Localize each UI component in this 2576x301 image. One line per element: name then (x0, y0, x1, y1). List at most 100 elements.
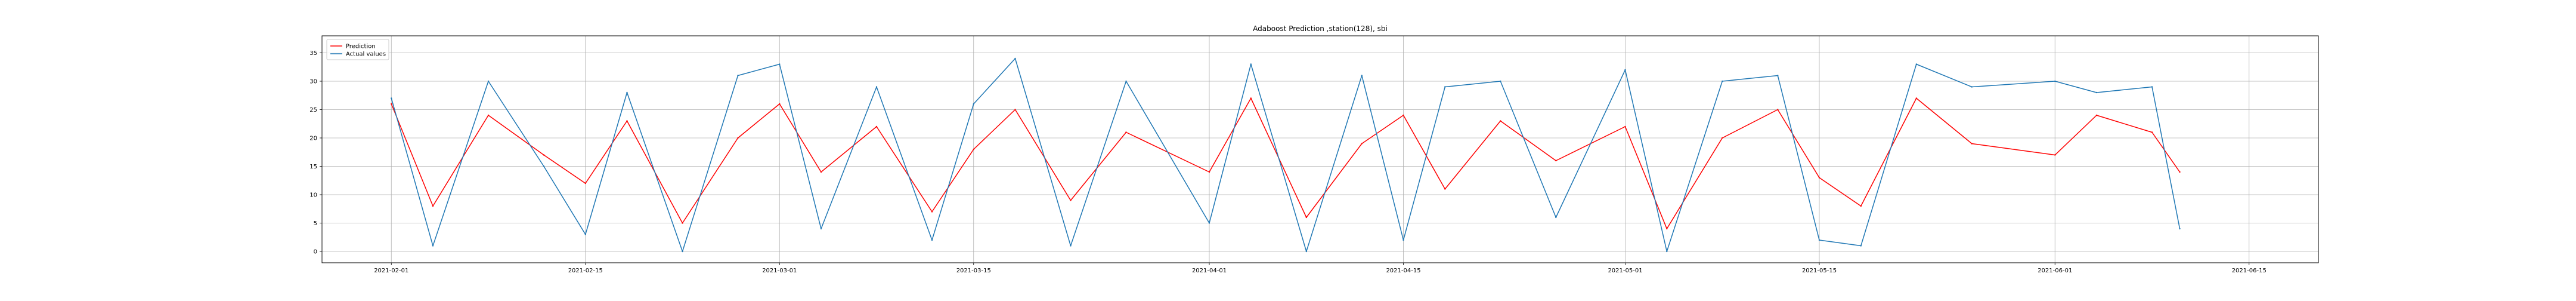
data-point (1971, 86, 1973, 88)
plot-area (321, 35, 2319, 263)
data-point (820, 228, 822, 230)
data-point (931, 239, 933, 241)
data-point (626, 91, 628, 94)
x-axis: 2021-02-01 2021-02-15 2021-03-01 2021-03-15… (374, 263, 2267, 274)
data-point (391, 97, 392, 99)
data-point (432, 205, 434, 207)
x-tick-label: 2021-06-01 (2038, 268, 2072, 274)
x-tick-label: 2021-02-15 (568, 268, 603, 274)
chart-title: Adaboost Prediction ,station(128), sbi (1253, 24, 1388, 33)
data-point (1915, 97, 1917, 99)
data-point (543, 154, 545, 156)
data-point (487, 114, 490, 116)
data-point (973, 103, 975, 105)
series-layer (391, 57, 2181, 253)
legend-box (326, 39, 389, 60)
data-point (875, 125, 878, 128)
data-point (1305, 216, 1307, 219)
legend-label-actual-values: Actual values (346, 51, 386, 58)
x-tick-label: 2021-02-01 (374, 268, 408, 274)
data-point (2054, 80, 2056, 82)
x-tick-label: 2021-05-15 (1802, 268, 1837, 274)
data-point (1666, 228, 1668, 230)
series-line-prediction (391, 97, 2181, 229)
data-point (1250, 63, 1252, 65)
data-point (1070, 199, 1072, 201)
data-point (1361, 143, 1363, 145)
data-point (543, 165, 545, 167)
data-point (1014, 109, 1016, 110)
y-tick-label: 5 (314, 220, 317, 227)
data-point (1070, 245, 1072, 247)
data-point (1402, 114, 1404, 116)
data-point (875, 86, 878, 88)
data-point (1125, 131, 1127, 133)
series-line-actual-values (391, 58, 2181, 252)
y-tick-label: 10 (309, 192, 317, 199)
data-point (1860, 205, 1862, 207)
y-tick-label: 30 (309, 79, 317, 85)
y-tick-label: 15 (309, 164, 317, 170)
data-point (626, 120, 628, 122)
data-point (1624, 125, 1626, 128)
data-point (682, 222, 683, 224)
legend-label-prediction: Prediction (346, 44, 376, 50)
data-point (1014, 57, 1016, 60)
x-tick-label: 2021-03-01 (762, 268, 797, 274)
data-point (820, 171, 822, 173)
data-point (432, 245, 434, 247)
x-tick-label: 2021-04-01 (1192, 268, 1227, 274)
data-point (1818, 239, 1820, 241)
data-point (1777, 109, 1779, 110)
data-point (1208, 171, 1210, 173)
data-point (737, 137, 739, 139)
y-tick-label: 25 (309, 107, 317, 113)
data-point (1444, 86, 1446, 88)
x-tick-label: 2021-05-01 (1608, 268, 1642, 274)
data-point (1971, 143, 1973, 145)
data-point (2179, 228, 2181, 230)
data-point (1818, 177, 1820, 179)
data-point (487, 80, 490, 82)
data-point (584, 182, 586, 185)
data-point (1361, 75, 1363, 76)
data-point (1915, 63, 1917, 65)
data-point (1125, 80, 1127, 82)
data-point (1500, 120, 1501, 122)
data-point (1777, 75, 1779, 76)
legend: Prediction Actual values (326, 39, 389, 60)
data-point (1624, 69, 1626, 71)
data-point (1666, 250, 1668, 253)
data-point (2054, 154, 2056, 156)
data-point (2095, 114, 2098, 116)
x-tick-label: 2021-04-15 (1386, 268, 1420, 274)
x-tick-label: 2021-06-15 (2232, 268, 2267, 274)
data-point (391, 103, 392, 105)
data-point (2179, 171, 2181, 173)
data-point (1722, 80, 1723, 82)
data-point (2095, 91, 2098, 94)
data-point (931, 211, 933, 213)
data-point (1860, 245, 1862, 247)
data-point (779, 63, 781, 65)
data-point (584, 234, 586, 235)
data-point (2151, 86, 2153, 88)
y-tick-label: 20 (309, 136, 317, 142)
y-axis: 0 5 10 15 20 25 30 35 (309, 50, 322, 256)
data-point (1444, 188, 1446, 190)
data-point (2151, 131, 2153, 133)
y-tick-label: 35 (309, 50, 317, 57)
data-point (1555, 216, 1557, 219)
data-point (779, 103, 781, 105)
data-point (1402, 239, 1404, 241)
data-point (1500, 80, 1501, 82)
data-point (973, 148, 975, 150)
data-point (1555, 159, 1557, 162)
data-point (1722, 137, 1723, 139)
y-tick-label: 0 (314, 249, 317, 256)
data-point (1250, 97, 1252, 99)
data-point (682, 250, 683, 253)
data-point (737, 75, 739, 76)
x-tick-label: 2021-03-15 (956, 268, 991, 274)
